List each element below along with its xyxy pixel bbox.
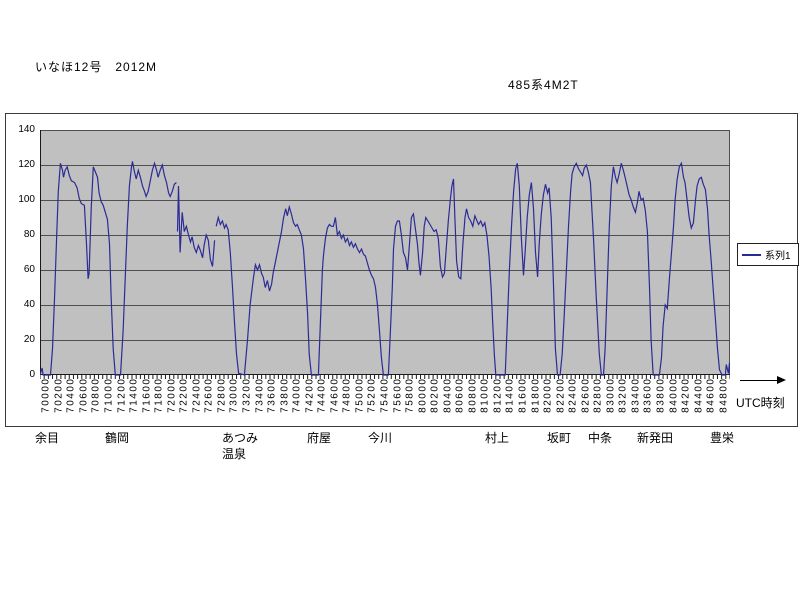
- x-tick-label-74200: 74200: [304, 377, 316, 413]
- station-label-村上: 村上: [485, 431, 510, 445]
- x-tick-label-80800: 80800: [467, 377, 479, 413]
- x-axis-arrowhead-icon: [777, 376, 786, 384]
- x-tick-label-70800: 70800: [90, 377, 102, 413]
- x-tick-label-70000: 70000: [40, 377, 52, 413]
- x-tick-label-74600: 74600: [329, 377, 341, 413]
- x-tick-label-84000: 84000: [668, 377, 680, 413]
- x-tick-label-82200: 82200: [555, 377, 567, 413]
- x-tick-label-71200: 71200: [116, 377, 128, 413]
- x-tick-label-81400: 81400: [504, 377, 516, 413]
- y-tick-label-140: 140: [18, 124, 35, 135]
- station-label-中条: 中条: [588, 431, 613, 445]
- y-tick-label-60: 60: [23, 264, 35, 275]
- x-tick-label-81800: 81800: [530, 377, 542, 413]
- x-tick-label-80200: 80200: [429, 377, 441, 413]
- speed-line-chart: [40, 130, 730, 379]
- x-tick-label-83800: 83800: [655, 377, 667, 413]
- station-label-府屋: 府屋: [307, 431, 332, 445]
- x-tick-label-73200: 73200: [241, 377, 253, 413]
- x-axis-title: UTC時刻: [736, 396, 785, 410]
- x-tick-label-84400: 84400: [693, 377, 705, 413]
- x-tick-label-82800: 82800: [592, 377, 604, 413]
- x-tick-label-72400: 72400: [191, 377, 203, 413]
- x-tick-label-75400: 75400: [379, 377, 391, 413]
- x-tick-label-80400: 80400: [442, 377, 454, 413]
- speed-series-segment-2: [176, 185, 216, 267]
- x-tick-label-71600: 71600: [141, 377, 153, 413]
- legend: 系列1: [737, 243, 799, 266]
- x-tick-label-71400: 71400: [128, 377, 140, 413]
- y-tick-label-100: 100: [18, 194, 35, 205]
- y-tick-label-40: 40: [23, 299, 35, 310]
- legend-series-label: 系列1: [765, 251, 791, 262]
- x-tick-label-72600: 72600: [203, 377, 215, 413]
- x-tick-label-82400: 82400: [567, 377, 579, 413]
- station-label-余目: 余目: [35, 431, 60, 445]
- x-axis-arrow: [740, 380, 778, 381]
- x-tick-label-83000: 83000: [605, 377, 617, 413]
- x-tick-label-73400: 73400: [254, 377, 266, 413]
- x-tick-label-75200: 75200: [366, 377, 378, 413]
- x-tick-label-71000: 71000: [103, 377, 115, 413]
- x-tick-label-70600: 70600: [78, 377, 90, 413]
- station-label-豊栄: 豊栄: [710, 431, 735, 445]
- x-tick-label-80600: 80600: [454, 377, 466, 413]
- x-tick-label-74800: 74800: [341, 377, 353, 413]
- x-tick-label-75000: 75000: [354, 377, 366, 413]
- x-tick-label-81200: 81200: [492, 377, 504, 413]
- x-tick-label-74000: 74000: [291, 377, 303, 413]
- legend-line-sample-icon: [742, 253, 761, 256]
- x-tick-label-75800: 75800: [404, 377, 416, 413]
- station-label-新発田: 新発田: [637, 431, 674, 445]
- station-label-坂町: 坂町: [547, 431, 572, 445]
- x-tick-label-82000: 82000: [542, 377, 554, 413]
- x-tick-label-81000: 81000: [479, 377, 491, 413]
- x-tick-label-73600: 73600: [266, 377, 278, 413]
- plot-background: [40, 130, 730, 375]
- y-tick-label-0: 0: [29, 369, 35, 380]
- x-tick-label-82600: 82600: [580, 377, 592, 413]
- y-tick-label-120: 120: [18, 159, 35, 170]
- x-tick-label-83200: 83200: [617, 377, 629, 413]
- station-label-今川: 今川: [368, 431, 393, 445]
- train-title: いなほ12号 2012M: [35, 60, 158, 74]
- x-tick-label-75600: 75600: [392, 377, 404, 413]
- x-tick-label-80000: 80000: [417, 377, 429, 413]
- speed-series-segment-1: [40, 161, 177, 376]
- x-tick-label-83400: 83400: [630, 377, 642, 413]
- x-tick-label-73800: 73800: [279, 377, 291, 413]
- station-label-温泉: 温泉: [222, 447, 247, 461]
- x-tick-label-70200: 70200: [53, 377, 65, 413]
- x-tick-label-84200: 84200: [680, 377, 692, 413]
- x-tick-label-81600: 81600: [517, 377, 529, 413]
- x-tick-label-71800: 71800: [153, 377, 165, 413]
- y-tick-label-80: 80: [23, 229, 35, 240]
- x-tick-label-72000: 72000: [166, 377, 178, 413]
- station-label-あつみ: あつみ: [222, 431, 259, 445]
- x-tick-label-83600: 83600: [642, 377, 654, 413]
- formation-label: 485系4M2T: [508, 78, 579, 92]
- x-tick-label-84600: 84600: [705, 377, 717, 413]
- x-tick-label-84800: 84800: [718, 377, 730, 413]
- x-tick-label-70400: 70400: [65, 377, 77, 413]
- x-tick-label-74400: 74400: [316, 377, 328, 413]
- speed-series-segment-3: [215, 161, 730, 376]
- station-label-鶴岡: 鶴岡: [105, 431, 130, 445]
- y-tick-label-20: 20: [23, 334, 35, 345]
- x-tick-label-72800: 72800: [216, 377, 228, 413]
- x-tick-label-73000: 73000: [228, 377, 240, 413]
- x-tick-label-72200: 72200: [178, 377, 190, 413]
